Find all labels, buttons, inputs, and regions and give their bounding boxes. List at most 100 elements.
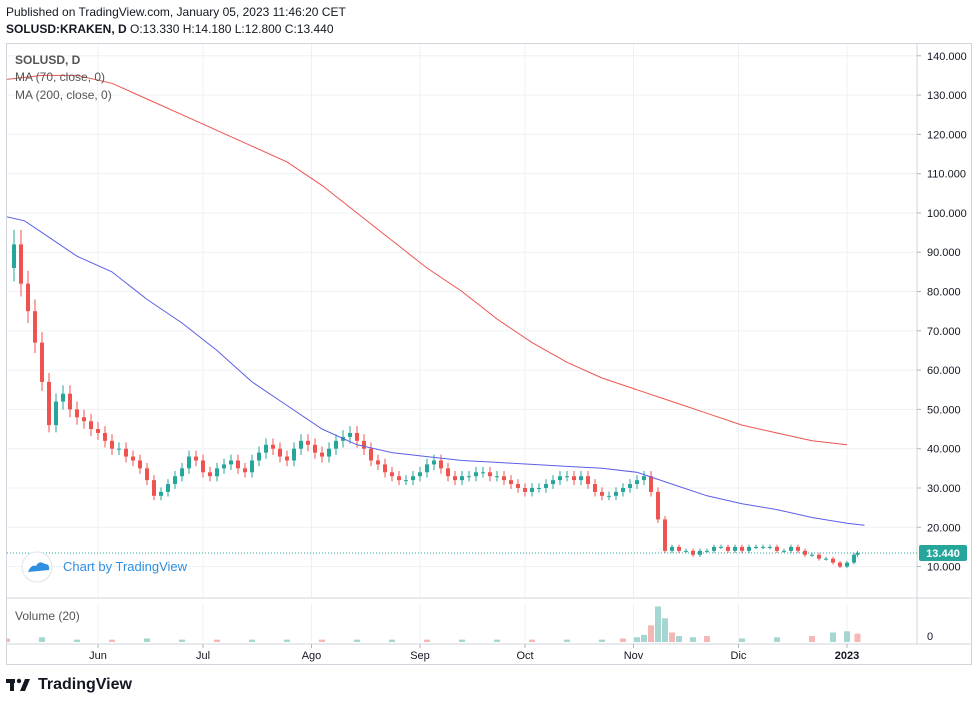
legend-symbol: SOLUSD, D <box>15 53 81 67</box>
candle-body <box>621 487 625 492</box>
candle-body <box>96 429 100 433</box>
candle-body <box>173 476 177 485</box>
candle-body <box>495 476 499 478</box>
price-axis: 140.000 130.000 120.000 110.000 100.000 90.00… <box>917 51 967 574</box>
candle-body <box>75 409 79 418</box>
candle-body <box>831 558 835 563</box>
candle-body <box>145 468 149 481</box>
legend-volume: Volume (20) <box>15 609 80 623</box>
last-price-tag-text: 13.440 <box>926 548 960 560</box>
volume-bar <box>494 639 500 642</box>
candle-body <box>348 432 352 437</box>
price-chart[interactable]: 0 140.000 130.000 120.000 110.000 100.000 90.… <box>4 44 971 664</box>
volume-bar <box>854 633 861 642</box>
candle-body <box>544 484 548 488</box>
volume-bar <box>354 639 360 642</box>
candle-body <box>453 476 457 481</box>
candle-body <box>19 244 23 284</box>
chart-header: Published on TradingView.com, January 05… <box>6 4 346 38</box>
candle-body <box>460 476 464 481</box>
candle-body <box>61 393 65 402</box>
candle-body <box>467 476 471 478</box>
y-tick-label: 50.000 <box>927 404 961 416</box>
candle-body <box>292 448 296 461</box>
candle-body <box>593 484 597 492</box>
candle-body <box>82 417 86 422</box>
candle-body <box>26 283 30 312</box>
candle-body <box>243 468 247 473</box>
candle-body <box>376 460 380 465</box>
volume-bar <box>662 618 668 642</box>
candle-body <box>103 432 107 441</box>
candle-body <box>537 487 541 489</box>
candle-body <box>572 476 576 481</box>
candle-body <box>47 381 51 426</box>
candle-body <box>215 468 219 477</box>
volume-bar <box>179 639 185 642</box>
candle-body <box>411 476 415 481</box>
volume-bar <box>648 625 654 642</box>
y-tick-label: 130.000 <box>927 90 967 102</box>
y-tick-label: 10.000 <box>927 562 961 574</box>
candle-body <box>600 491 604 496</box>
y-tick-label: 100.000 <box>927 208 967 220</box>
candle-body <box>278 448 282 457</box>
y-tick-label: 40.000 <box>927 444 961 456</box>
candle-body <box>320 452 324 457</box>
candle-body <box>705 550 709 552</box>
volume-bar <box>676 636 682 642</box>
candle-body <box>768 546 772 548</box>
candle-body <box>250 460 254 473</box>
candle-body <box>369 448 373 461</box>
volume-bar <box>599 639 605 642</box>
candle-body <box>677 546 681 551</box>
candle-body <box>152 480 156 496</box>
candle-body <box>236 460 240 469</box>
candle-body <box>855 553 860 555</box>
candle-body <box>117 448 121 450</box>
candle-body <box>712 546 716 551</box>
candle-body <box>327 448 331 457</box>
legend-ma200: MA (200, close, 0) <box>15 88 112 102</box>
watermark-text: Chart by TradingView <box>63 559 188 574</box>
candle-body <box>754 546 758 548</box>
candle-body <box>131 456 135 461</box>
footer-brand: TradingView <box>38 676 132 693</box>
candle-body <box>299 440 303 449</box>
published-line: Published on TradingView.com, January 05… <box>6 5 346 19</box>
candle-body <box>782 550 786 552</box>
volume-bars: 0 <box>4 606 933 643</box>
candle-body <box>271 444 275 449</box>
candle-body <box>68 393 72 410</box>
candle-body <box>404 480 408 482</box>
volume-bar <box>459 639 465 642</box>
symbol-label: SOLUSD:KRAKEN, D <box>6 22 127 36</box>
volume-bar <box>389 639 395 642</box>
candle-body <box>670 546 674 551</box>
volume-bar <box>319 639 325 642</box>
candle-body <box>229 460 233 465</box>
volume-bar <box>249 639 255 642</box>
candle-body <box>516 484 520 488</box>
volume-bar <box>620 638 626 642</box>
grid <box>7 44 917 642</box>
chart-frame[interactable]: 0 140.000 130.000 120.000 110.000 100.000 90.… <box>4 43 972 665</box>
candle-body <box>551 480 555 485</box>
candle-body <box>663 519 667 551</box>
x-tick-label: Jul <box>196 650 210 662</box>
candle-body <box>397 476 401 481</box>
candle-body <box>306 440 310 445</box>
x-tick-label: Jun <box>89 650 107 662</box>
candle-body <box>138 460 142 469</box>
volume-bar <box>830 632 836 642</box>
y-tick-label: 90.000 <box>927 247 961 259</box>
volume-bar <box>109 639 115 642</box>
candle-body <box>432 460 436 465</box>
candle-body <box>194 456 198 461</box>
volume-bar <box>669 632 675 642</box>
y-tick-label: 30.000 <box>927 483 961 495</box>
candle-body <box>558 476 562 481</box>
candle-body <box>635 480 639 485</box>
tradingview-watermark[interactable]: Chart by TradingView <box>21 551 188 583</box>
x-tick-label: Dic <box>731 650 747 662</box>
